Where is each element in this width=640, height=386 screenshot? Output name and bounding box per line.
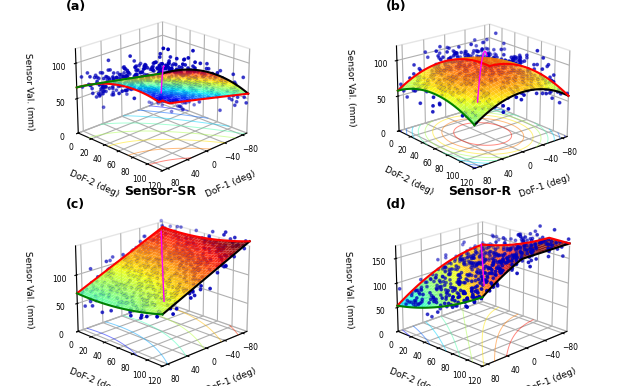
Y-axis label: DoF-2 (deg): DoF-2 (deg): [68, 367, 120, 386]
X-axis label: DoF-1 (deg): DoF-1 (deg): [205, 367, 257, 386]
X-axis label: DoF-1 (deg): DoF-1 (deg): [518, 173, 572, 199]
Text: (a): (a): [66, 0, 86, 13]
Title: Sensor-SR: Sensor-SR: [124, 185, 196, 198]
X-axis label: DoF-1 (deg): DoF-1 (deg): [525, 367, 577, 386]
Text: (b): (b): [386, 0, 406, 13]
Y-axis label: DoF-2 (deg): DoF-2 (deg): [383, 165, 435, 196]
X-axis label: DoF-1 (deg): DoF-1 (deg): [205, 169, 257, 199]
Y-axis label: DoF-2 (deg): DoF-2 (deg): [388, 367, 440, 386]
Title: Sensor-R: Sensor-R: [449, 185, 511, 198]
Text: (c): (c): [66, 198, 85, 211]
Text: (d): (d): [386, 198, 406, 211]
Y-axis label: DoF-2 (deg): DoF-2 (deg): [68, 169, 120, 199]
